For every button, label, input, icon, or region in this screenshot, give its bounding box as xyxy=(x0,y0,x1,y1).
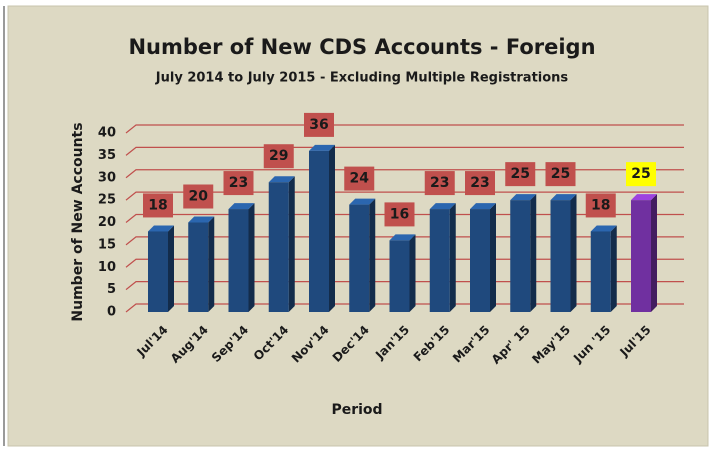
bar-side xyxy=(570,194,577,312)
bar-side xyxy=(288,176,295,312)
bar-side xyxy=(530,194,537,312)
bar xyxy=(590,231,611,312)
value-label: 18 xyxy=(148,197,167,213)
value-label-box xyxy=(304,112,334,137)
bar-top xyxy=(349,198,376,205)
bar-top xyxy=(148,225,174,232)
bar xyxy=(389,240,410,312)
bar-side xyxy=(329,144,335,312)
bar-side xyxy=(449,203,456,312)
bar-top xyxy=(309,144,335,151)
bar xyxy=(429,209,450,312)
bar-top xyxy=(631,194,657,201)
y-tick-label: 35 xyxy=(98,148,116,163)
y-axis-title: Number of New Accounts xyxy=(70,122,86,321)
value-label: 16 xyxy=(390,206,409,222)
grid-line xyxy=(125,169,684,179)
bar-top xyxy=(590,225,617,232)
bar-top xyxy=(470,203,496,210)
bar-side xyxy=(409,234,416,312)
y-tick-label: 15 xyxy=(98,237,116,252)
chart-title: Number of New CDS Accounts - Foreign xyxy=(128,35,595,59)
bar-top xyxy=(389,234,416,241)
y-tick-label: 30 xyxy=(98,170,116,185)
grid-line xyxy=(125,124,684,134)
value-label-box xyxy=(585,193,616,218)
chart-subtitle: July 2014 to July 2015 - Excluding Multi… xyxy=(155,71,569,86)
bar-top xyxy=(429,203,456,210)
value-label-box xyxy=(223,171,254,196)
value-label: 29 xyxy=(269,148,288,164)
bar-top xyxy=(268,176,295,183)
bar-top xyxy=(228,203,255,210)
bar xyxy=(228,209,249,312)
bar-side xyxy=(490,203,496,312)
bar xyxy=(148,231,168,312)
bar-top xyxy=(550,194,577,201)
value-label: 25 xyxy=(551,166,570,182)
bar xyxy=(309,150,329,312)
y-tick-label: 5 xyxy=(107,282,116,297)
grid-line xyxy=(125,146,684,156)
value-label: 18 xyxy=(591,197,610,213)
y-tick-label: 25 xyxy=(98,193,116,208)
value-label: 24 xyxy=(350,171,370,187)
x-axis-title: Period xyxy=(331,402,382,418)
grid-line xyxy=(125,213,684,223)
bar xyxy=(470,209,490,312)
bar-side xyxy=(208,216,215,312)
bar xyxy=(349,204,370,312)
bar xyxy=(631,200,651,312)
value-label-box xyxy=(143,193,173,218)
bar-side xyxy=(369,198,376,312)
y-tick-label: 40 xyxy=(98,126,116,141)
bar-top xyxy=(510,194,537,201)
bar-side xyxy=(651,194,657,312)
value-label: 20 xyxy=(189,189,209,205)
value-label: 25 xyxy=(631,166,650,182)
bar xyxy=(550,200,571,312)
value-label-box xyxy=(263,144,294,169)
value-label-box xyxy=(183,184,214,209)
value-label-box xyxy=(344,166,375,191)
grid-line xyxy=(125,258,684,268)
bar-side xyxy=(610,225,617,312)
bar-side xyxy=(248,203,255,312)
grid-line xyxy=(125,236,684,246)
bar-side xyxy=(168,225,174,312)
value-label: 36 xyxy=(309,117,328,133)
bar-top xyxy=(188,216,215,223)
value-label: 23 xyxy=(229,175,248,191)
bar xyxy=(510,200,531,312)
value-label: 23 xyxy=(430,175,449,191)
y-tick-label: 10 xyxy=(98,260,116,275)
value-label-box xyxy=(384,202,415,227)
value-label-box xyxy=(505,162,536,187)
bar xyxy=(188,222,209,312)
value-label-box xyxy=(626,162,656,187)
value-label-box xyxy=(545,162,576,187)
grid-line xyxy=(125,281,684,291)
bar xyxy=(268,182,289,312)
y-tick-label: 0 xyxy=(107,305,116,320)
grid-line xyxy=(125,191,684,201)
value-label: 25 xyxy=(511,166,530,182)
y-tick-label: 20 xyxy=(98,215,116,230)
value-label-box xyxy=(424,171,455,196)
grid-line xyxy=(125,303,684,313)
value-label-box xyxy=(465,171,495,196)
value-label: 23 xyxy=(470,175,489,191)
